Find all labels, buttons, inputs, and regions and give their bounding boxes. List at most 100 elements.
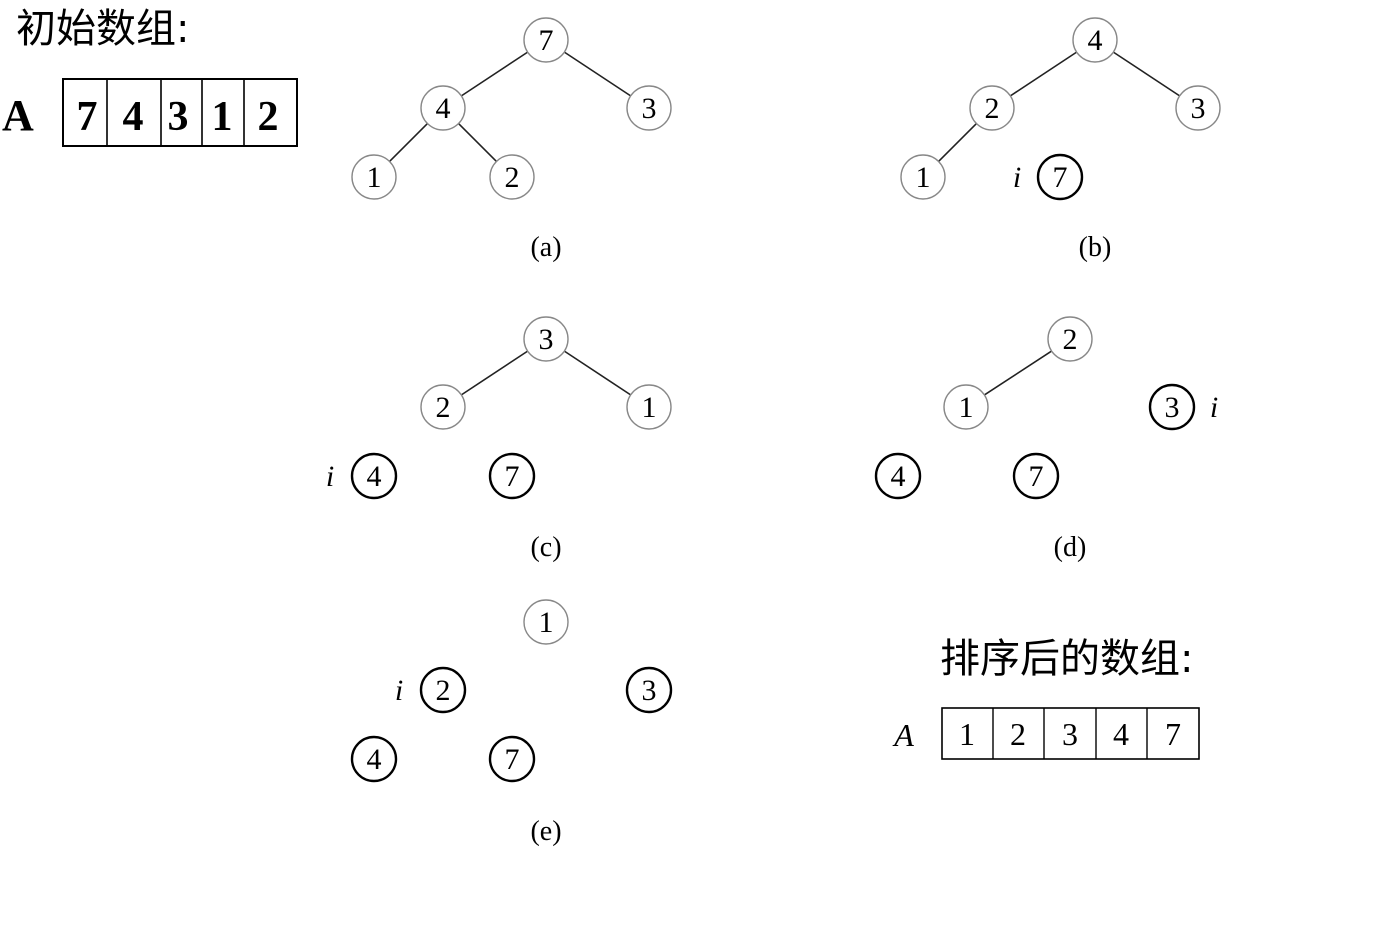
initial-array-cell: 3: [168, 94, 189, 140]
node-circle: [874, 452, 922, 500]
tree-panels: 74 31 2(a)42 31 7i(b)32 14 7i(c)21 34 7i(d)12 34 7…: [326, 17, 1221, 847]
tree-node: 7: [1012, 452, 1060, 500]
node-label: 3: [642, 674, 657, 707]
sorted-array-cell: 1: [959, 716, 975, 752]
node-label: 4: [367, 460, 382, 493]
node-circle: [1012, 452, 1060, 500]
node-label: 7: [505, 460, 520, 493]
node-circle: [489, 154, 535, 200]
tree-edge: [388, 122, 429, 163]
node-circle: [943, 384, 989, 430]
node-circle: [350, 735, 398, 783]
node-label: 4: [436, 92, 451, 125]
node-label: 7: [1053, 161, 1068, 194]
sorted-array-cell: 7: [1165, 716, 1181, 752]
tree-panel: 2 1 3 4 7 i (d): [874, 316, 1218, 563]
tree-node: 1: [943, 384, 989, 430]
node-label: 4: [367, 743, 382, 776]
initial-array-cell: 1: [212, 94, 233, 140]
tree-node: 4: [350, 452, 398, 500]
node-label: 4: [891, 460, 906, 493]
node-label: 1: [367, 161, 382, 194]
tree-node: 7: [488, 735, 536, 783]
tree-panel: 4 2 3 1 7i (b): [900, 17, 1221, 263]
panel-caption: (b): [1079, 232, 1112, 263]
initial-array-cell: 7: [77, 94, 98, 140]
tree-panel: 7 4 3 1 2 (a): [351, 17, 672, 263]
sorted-array-cell: 4: [1113, 716, 1129, 752]
node-circle: [1148, 383, 1196, 431]
node-circle: [900, 154, 946, 200]
node-label: 2: [436, 391, 451, 424]
initial-array-cell: 2: [258, 94, 279, 140]
tree-node: 7: [488, 452, 536, 500]
tree-edge: [460, 350, 529, 396]
tree-node: 2: [969, 85, 1015, 131]
node-circle: [1047, 316, 1093, 362]
initial-array-label: A: [2, 91, 34, 140]
node-label: 1: [959, 391, 974, 424]
tree-node: 3: [1148, 383, 1196, 431]
tree-edge: [457, 122, 498, 163]
index-marker: i: [395, 674, 403, 707]
node-label: 2: [985, 92, 1000, 125]
node-circle: [523, 17, 569, 63]
index-marker: i: [1210, 391, 1218, 424]
node-circle: [1175, 85, 1221, 131]
node-circle: [420, 384, 466, 430]
node-label: 1: [916, 161, 931, 194]
tree-edge: [563, 51, 632, 97]
tree-node: 2: [1047, 316, 1093, 362]
node-circle: [625, 666, 673, 714]
initial-array-cell: 4: [123, 94, 144, 140]
index-marker: i: [1013, 161, 1021, 194]
node-label: 3: [1191, 92, 1206, 125]
node-label: 2: [436, 674, 451, 707]
tree-node: 7: [1036, 153, 1084, 201]
node-circle: [1072, 17, 1118, 63]
node-label: 3: [539, 323, 554, 356]
node-circle: [351, 154, 397, 200]
tree-node: 3: [523, 316, 569, 362]
tree-node: 2: [419, 666, 467, 714]
panel-caption: (d): [1054, 532, 1087, 563]
tree-node: 2: [420, 384, 466, 430]
node-label: 7: [1029, 460, 1044, 493]
sorted-array: 1 2 3 4 7: [941, 707, 1200, 760]
node-circle: [523, 599, 569, 645]
node-circle: [626, 384, 672, 430]
sorted-array-cell: 3: [1062, 716, 1078, 752]
node-label: 1: [642, 391, 657, 424]
tree-node: 1: [351, 154, 397, 200]
tree-node: 3: [626, 85, 672, 131]
tree-edge: [1009, 51, 1078, 97]
tree-node: 1: [523, 599, 569, 645]
panel-caption: (c): [530, 532, 561, 563]
tree-edge: [460, 51, 529, 97]
tree-edge: [937, 122, 978, 163]
sorted-array-frame: [941, 707, 1200, 760]
sorted-array-title: 排序后的数组:: [940, 636, 1193, 682]
tree-node: 4: [1072, 17, 1118, 63]
node-circle: [488, 735, 536, 783]
node-circle: [1036, 153, 1084, 201]
panel-caption: (e): [530, 816, 561, 847]
tree-node: 3: [1175, 85, 1221, 131]
panel-caption: (a): [530, 232, 561, 263]
node-circle: [523, 316, 569, 362]
tree-panel: 3 2 1 4 7 i (c): [326, 316, 672, 563]
tree-edge: [1112, 51, 1181, 97]
node-label: 1: [539, 606, 554, 639]
node-label: 7: [539, 24, 554, 57]
initial-array-title: 初始数组:: [16, 6, 189, 52]
tree-node: 4: [350, 735, 398, 783]
node-label: 3: [1165, 391, 1180, 424]
node-circle: [419, 666, 467, 714]
node-label: 3: [642, 92, 657, 125]
tree-edge: [563, 350, 632, 396]
tree-node: 3: [625, 666, 673, 714]
node-label: 7: [505, 743, 520, 776]
node-circle: [969, 85, 1015, 131]
node-circle: [350, 452, 398, 500]
